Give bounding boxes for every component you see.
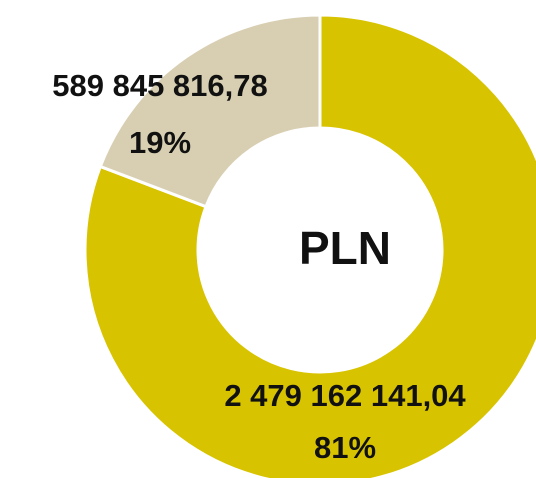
center-label: PLN bbox=[299, 222, 391, 274]
donut bbox=[83, 13, 536, 478]
value-label: 2 479 162 141,04 bbox=[224, 378, 466, 413]
wedge bbox=[98, 13, 322, 209]
percent-label: 81% bbox=[314, 430, 376, 465]
percent-label: 19% bbox=[129, 125, 191, 160]
value-label: 589 845 816,78 bbox=[52, 68, 268, 103]
wedge bbox=[83, 13, 536, 478]
